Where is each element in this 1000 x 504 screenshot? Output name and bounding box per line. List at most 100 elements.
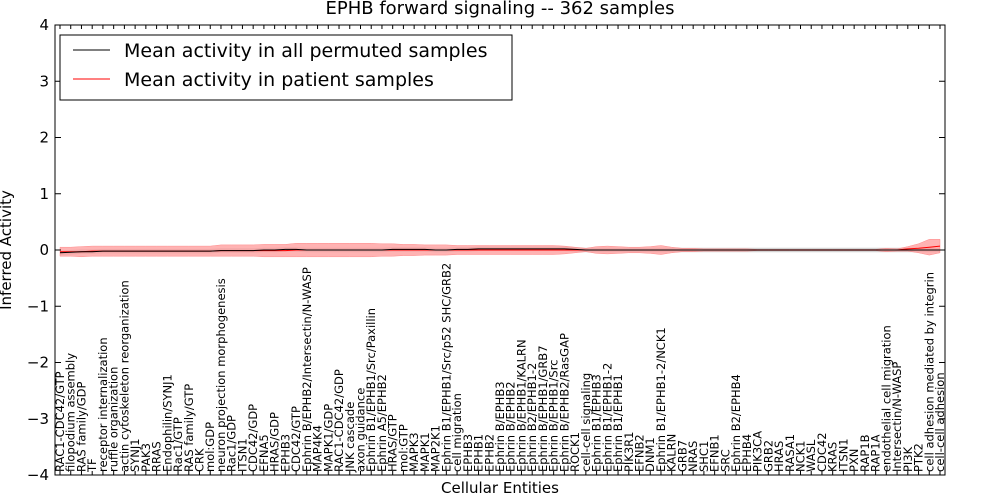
x-tick-label: HRAS/GTP: [386, 414, 400, 472]
x-tick-label: Rac1/GTP: [171, 417, 185, 472]
x-tick-label: mol:GTP: [396, 424, 410, 472]
x-tick-label: Ephrin B/EPHB2/RasGAP: [557, 333, 571, 472]
x-tick-label: CDC42/GDP: [246, 404, 260, 472]
x-tick-label: neuron projection morphogenesis: [214, 278, 228, 472]
x-tick-label: PIK3CA: [751, 431, 765, 472]
x-tick-label: Ephrin B1/EPHB1-2/NCK1: [654, 327, 668, 472]
y-tick-label: 2: [39, 129, 49, 147]
x-tick-label: HRAS: [772, 441, 786, 472]
x-tick-label: RAS family/GTP: [182, 384, 196, 472]
x-tick-label: cell migration: [450, 393, 464, 472]
x-tick-label: Ephrin B/EPHB1/Src: [547, 359, 561, 472]
x-tick-label: SRC: [718, 449, 732, 472]
x-tick-label: Ephrin B/EPHB3: [493, 381, 507, 472]
y-tick-label: 0: [39, 241, 49, 259]
x-tick-label: NRAS: [686, 441, 700, 472]
x-tick-label: RAC1-CDC42/GTP: [53, 371, 67, 472]
x-tick-label: GRB7: [675, 440, 689, 472]
x-tick-label: GRB2: [761, 440, 775, 472]
x-tick-label: Ephrin B1/EPHB1-2: [600, 363, 614, 472]
x-tick-label: JNK cascade: [343, 402, 357, 473]
x-tick-label: SHC1: [697, 441, 711, 472]
x-tick-label: Ephrin B2/EPHB1-2: [525, 363, 539, 472]
x-tick-label: Ephrin B1/EPHB1/Src/Paxillin: [364, 308, 378, 472]
x-tick-label: Ephrin B/EPHB2/Intersectin/N-WASP: [300, 267, 314, 472]
x-tick-label: CDC42/GTP: [289, 406, 303, 472]
x-tick-label: Rac1/GDP: [225, 415, 239, 472]
y-tick-label: −1: [27, 297, 49, 315]
x-tick-label: PAK3: [139, 443, 153, 472]
x-tick-label: RRAS: [150, 441, 164, 472]
legend: Mean activity in all permuted samples Me…: [59, 34, 513, 101]
x-tick-label: HRAS/GDP: [268, 412, 282, 472]
x-tick-label: KRAS: [826, 442, 840, 472]
x-tick-label: Ephrin B1/EPHB3: [590, 374, 604, 472]
legend-label-patient: Mean activity in patient samples: [124, 69, 434, 91]
y-tick-label: 4: [39, 16, 49, 34]
x-tick-label: DNM1: [643, 437, 657, 472]
x-tick-label: PIK3R1: [622, 432, 636, 473]
x-tick-label: KALRN: [665, 434, 679, 472]
x-tick-label: ROCK1: [568, 432, 582, 472]
x-tick-label: cell-cell adhesion: [933, 372, 947, 472]
x-tick-label: filopodium assembly: [64, 353, 78, 472]
x-tick-label: ITSN1: [836, 438, 850, 472]
y-tick-label: 1: [39, 185, 49, 203]
y-axis-label: Inferred Activity: [0, 190, 15, 310]
x-tick-label: NCK1: [793, 441, 807, 473]
x-tick-label: endothelial cell migration: [879, 325, 893, 472]
x-tick-label: MAPK1/GDP: [321, 404, 335, 472]
x-tick-label: RAS family/GDP: [74, 382, 88, 472]
x-tick-label: actin cytoskeleton reorganization: [117, 280, 131, 472]
x-tick-label: CRK: [193, 448, 207, 472]
x-tick-label: Ephrin B1/EPHB1: [611, 374, 625, 472]
x-tick-label: RAC1-CDC42/GDP: [332, 369, 346, 472]
x-tick-label: cell-cell signaling: [579, 373, 593, 472]
x-tick-label: EFNB2: [633, 434, 647, 472]
x-tick-label: RAP1A: [869, 434, 883, 472]
x-tick-label: Ephrin B/EPHB1/KALRN: [514, 339, 528, 472]
x-tick-label: EPHB3: [278, 434, 292, 472]
x-tick-label: RAP1B: [858, 434, 872, 472]
permuted-series-line: [59, 248, 940, 254]
x-tick-label: Ephrin A5/EPHB2: [375, 374, 389, 472]
x-tick-label: PXN: [847, 449, 861, 472]
x-tick-label: Intersectin/N-WASP: [890, 362, 904, 472]
patient-confidence-band: [59, 239, 941, 258]
chart-title: EPHB forward signaling -- 362 samples: [326, 0, 675, 19]
x-tick-label: Ephrin B/EPHB2: [504, 381, 518, 472]
x-tick-label: Ephrin B2/EPHB4: [729, 374, 743, 472]
x-tick-label: PTK2: [912, 443, 926, 472]
x-tick-label: WASL: [804, 439, 818, 472]
y-tick-label: −4: [27, 466, 49, 484]
x-tick-label: MAPK3: [407, 432, 421, 472]
x-tick-label: PI3K: [901, 446, 915, 472]
x-tick-label: EPHB2: [482, 434, 496, 472]
x-tick-label: RASA1: [783, 434, 797, 472]
x-tick-label: SYNJ1: [128, 438, 142, 472]
legend-frame: [59, 34, 513, 101]
legend-label-permuted: Mean activity in all permuted samples: [124, 40, 487, 62]
x-tick-label: Endophilin/SYNJ1: [160, 374, 174, 472]
y-tick-label: −2: [27, 354, 49, 372]
y-tick-label: 3: [39, 72, 49, 90]
x-tick-label: mol:GDP: [203, 422, 217, 472]
x-tick-label: MAPK1: [418, 432, 432, 472]
x-tick-label: ruffle organization: [107, 367, 121, 472]
x-tick-label: ITSN1: [235, 438, 249, 472]
x-tick-label: MAP2K1: [429, 425, 443, 472]
x-tick-label: EFNA5: [257, 434, 271, 472]
x-tick-label: Ephrin B/EPHB1/GRB7: [536, 345, 550, 472]
x-tick-label: CDC42: [815, 432, 829, 472]
x-tick-label: EPHB3: [461, 434, 475, 472]
x-axis-label: Cellular Entities: [441, 479, 559, 497]
x-tick-label: cell adhesion mediated by integrin: [922, 272, 936, 472]
x-tick-label: EPHB4: [740, 434, 754, 472]
y-tick-label: −3: [27, 410, 49, 428]
x-tick-label: EFNB1: [708, 434, 722, 472]
x-tick-label: Ephrin B1/EPHB1/Src/p52 SHC/GRB2: [439, 263, 453, 472]
x-tick-label: axon guidance: [353, 388, 367, 472]
